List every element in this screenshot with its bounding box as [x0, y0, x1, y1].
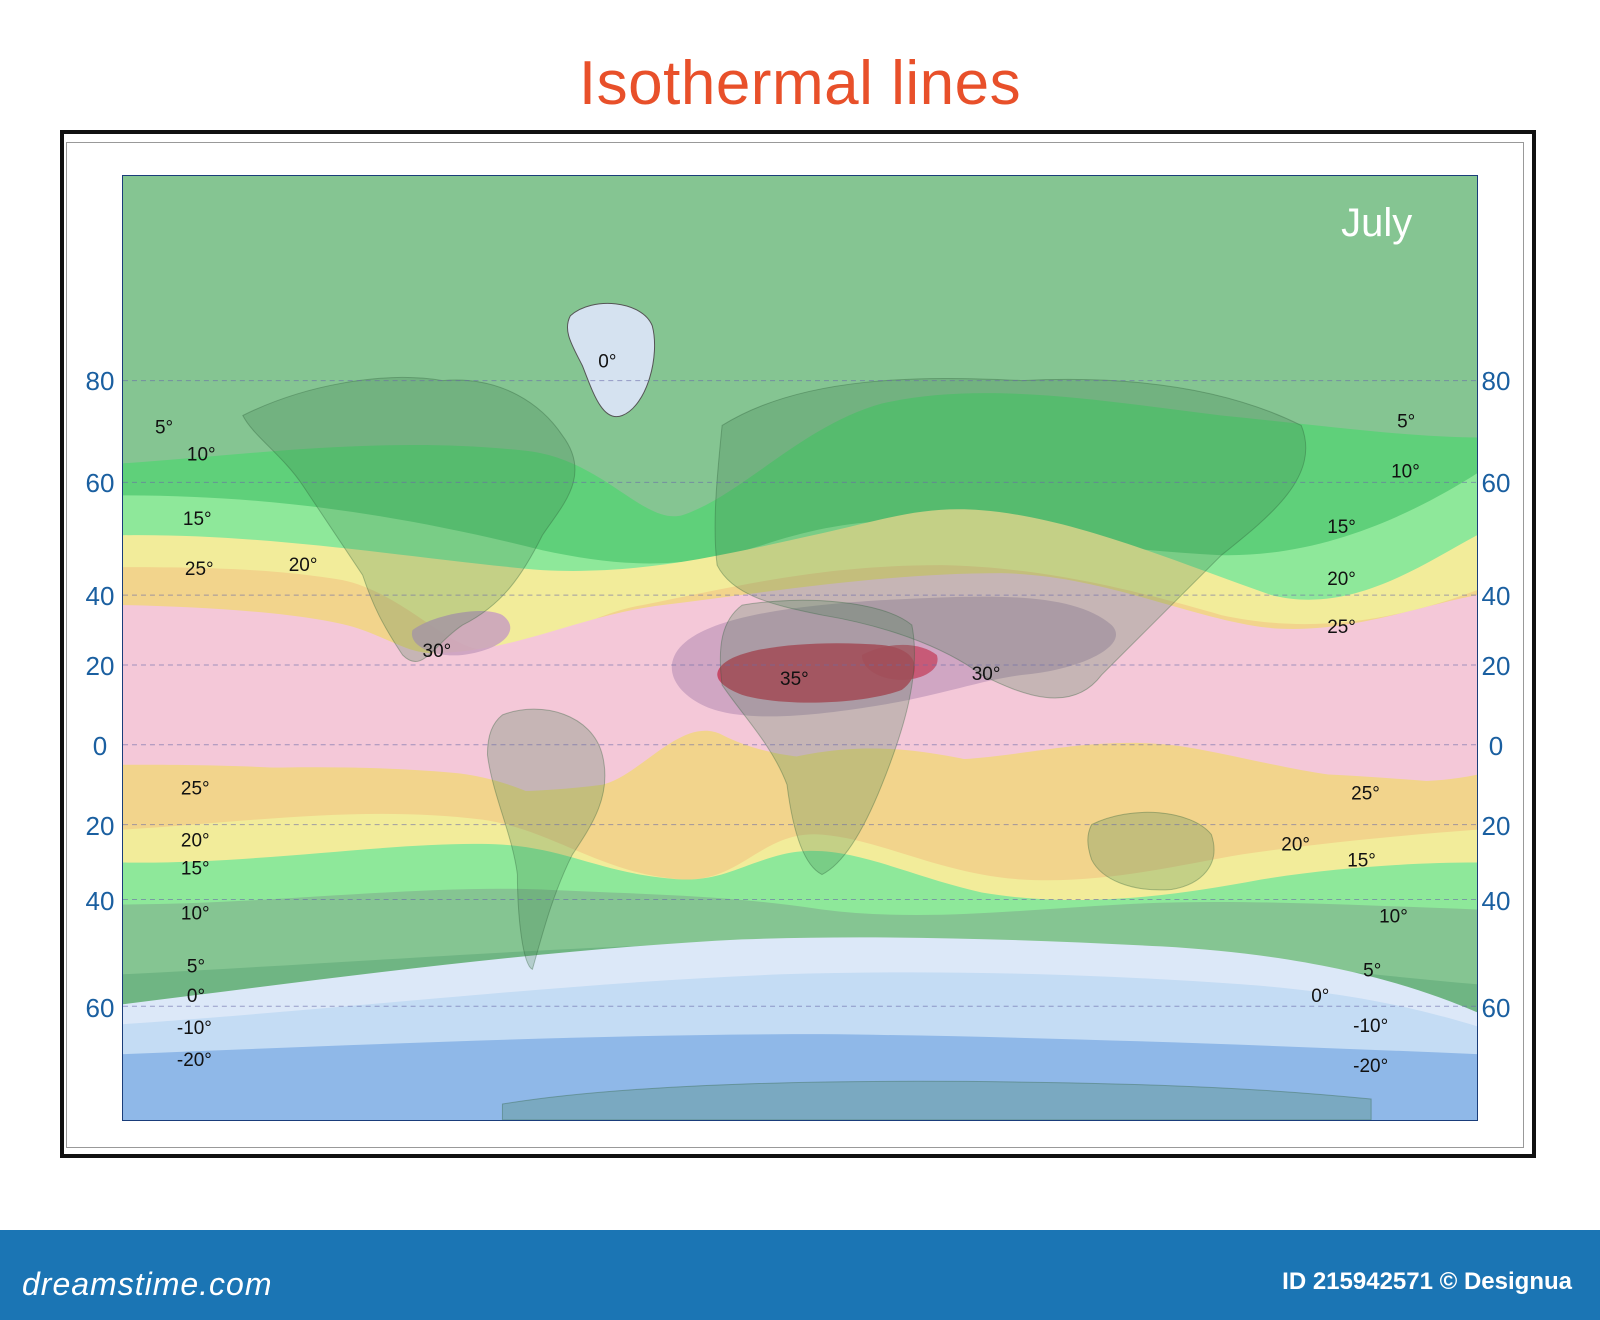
isotherm-label: 25° — [1351, 784, 1380, 805]
isotherm-labels-left: 5° 10° 15° 25° 20° 30° 25° 20° 15° 10° 5… — [155, 417, 451, 1071]
isotherm-label: 25° — [181, 779, 210, 800]
latitude-label: 80 — [1481, 366, 1511, 396]
isotherm-label: 20° — [1281, 835, 1310, 856]
footer-image-id: ID 215942571 © Designua — [1282, 1268, 1572, 1295]
isotherm-label: -10° — [177, 1018, 212, 1039]
isotherm-label: 10° — [1379, 906, 1408, 927]
continents — [242, 376, 1372, 1120]
isotherm-label: 20° — [181, 831, 210, 852]
isotherm-label: 35° — [780, 669, 809, 690]
isotherm-labels-right: 5° 10° 15° 20° 25° 25° 20° 15° 10° 5° 0°… — [1281, 411, 1420, 1077]
south-america — [486, 708, 606, 971]
isotherm-label: 0° — [1311, 986, 1329, 1007]
isotherm-label: 25° — [185, 559, 214, 580]
map-title: Isothermal lines — [578, 49, 1022, 118]
map-inner-frame — [66, 142, 1524, 1148]
latitude-label: 40 — [1481, 581, 1511, 611]
europe-asia — [714, 377, 1307, 699]
footer-bar — [0, 1230, 1600, 1320]
isotherm-label: 5° — [1363, 960, 1381, 981]
isotherm-map: July 5° 10° 15° 25° 20° 30° 25° 20° 15° … — [122, 175, 1478, 1121]
isotherm-label: 5° — [155, 417, 173, 438]
latitude-label: 0 — [92, 731, 108, 761]
isotherm-label: 30° — [423, 641, 452, 662]
month-label: July — [1341, 201, 1412, 245]
isotherm-label: 10° — [187, 444, 216, 465]
footer-brand[interactable]: dreamstime.com — [22, 1266, 273, 1302]
isotherm-label: 20° — [1327, 569, 1356, 590]
latitude-label: 60 — [85, 993, 115, 1023]
zone-35-core-arabia — [861, 644, 938, 680]
latitude-label: 60 — [1481, 993, 1511, 1023]
isotherm-labels-center: 0° 35° 30° — [598, 352, 1000, 690]
latitude-label: 40 — [1481, 886, 1511, 916]
isotherm-label: 15° — [181, 859, 210, 880]
isotherm-label: 15° — [1347, 851, 1376, 872]
latitude-label: 0 — [1488, 731, 1504, 761]
isotherm-label: 0° — [187, 986, 205, 1007]
antarctica-coast — [501, 1080, 1372, 1120]
latitude-label: 40 — [85, 581, 115, 611]
zone-sh-minus20 — [123, 1034, 1477, 1120]
latitude-label: 20 — [1481, 651, 1511, 681]
isotherm-label: 15° — [1327, 517, 1356, 538]
isotherm-label: 15° — [183, 509, 212, 530]
latitude-label: 20 — [1481, 811, 1511, 841]
latitude-label: 20 — [85, 651, 115, 681]
isotherm-label: 20° — [289, 555, 318, 576]
latitude-label: 60 — [1481, 468, 1511, 498]
isotherm-label: 5° — [187, 956, 205, 977]
australia — [1087, 811, 1215, 891]
greenland-ice-zone — [566, 302, 656, 418]
latitude-lines — [123, 380, 1477, 1007]
isotherm-label: -10° — [1353, 1016, 1388, 1037]
isotherm-label: 25° — [1327, 617, 1356, 638]
isotherm-label: -20° — [1353, 1056, 1388, 1077]
latitude-label: 20 — [85, 811, 115, 841]
isotherm-label: 5° — [1397, 411, 1415, 432]
latitude-label: 40 — [85, 886, 115, 916]
latitude-label: 60 — [85, 468, 115, 498]
isotherm-label: 10° — [181, 903, 210, 924]
isotherm-label: 30° — [972, 664, 1001, 685]
isotherm-label: -20° — [177, 1050, 212, 1071]
latitude-label: 80 — [85, 366, 115, 396]
isotherm-label: 0° — [598, 352, 616, 373]
north-america — [242, 376, 576, 662]
africa — [719, 599, 915, 876]
zone-30-35 — [411, 611, 511, 656]
isotherm-label: 10° — [1391, 461, 1420, 482]
